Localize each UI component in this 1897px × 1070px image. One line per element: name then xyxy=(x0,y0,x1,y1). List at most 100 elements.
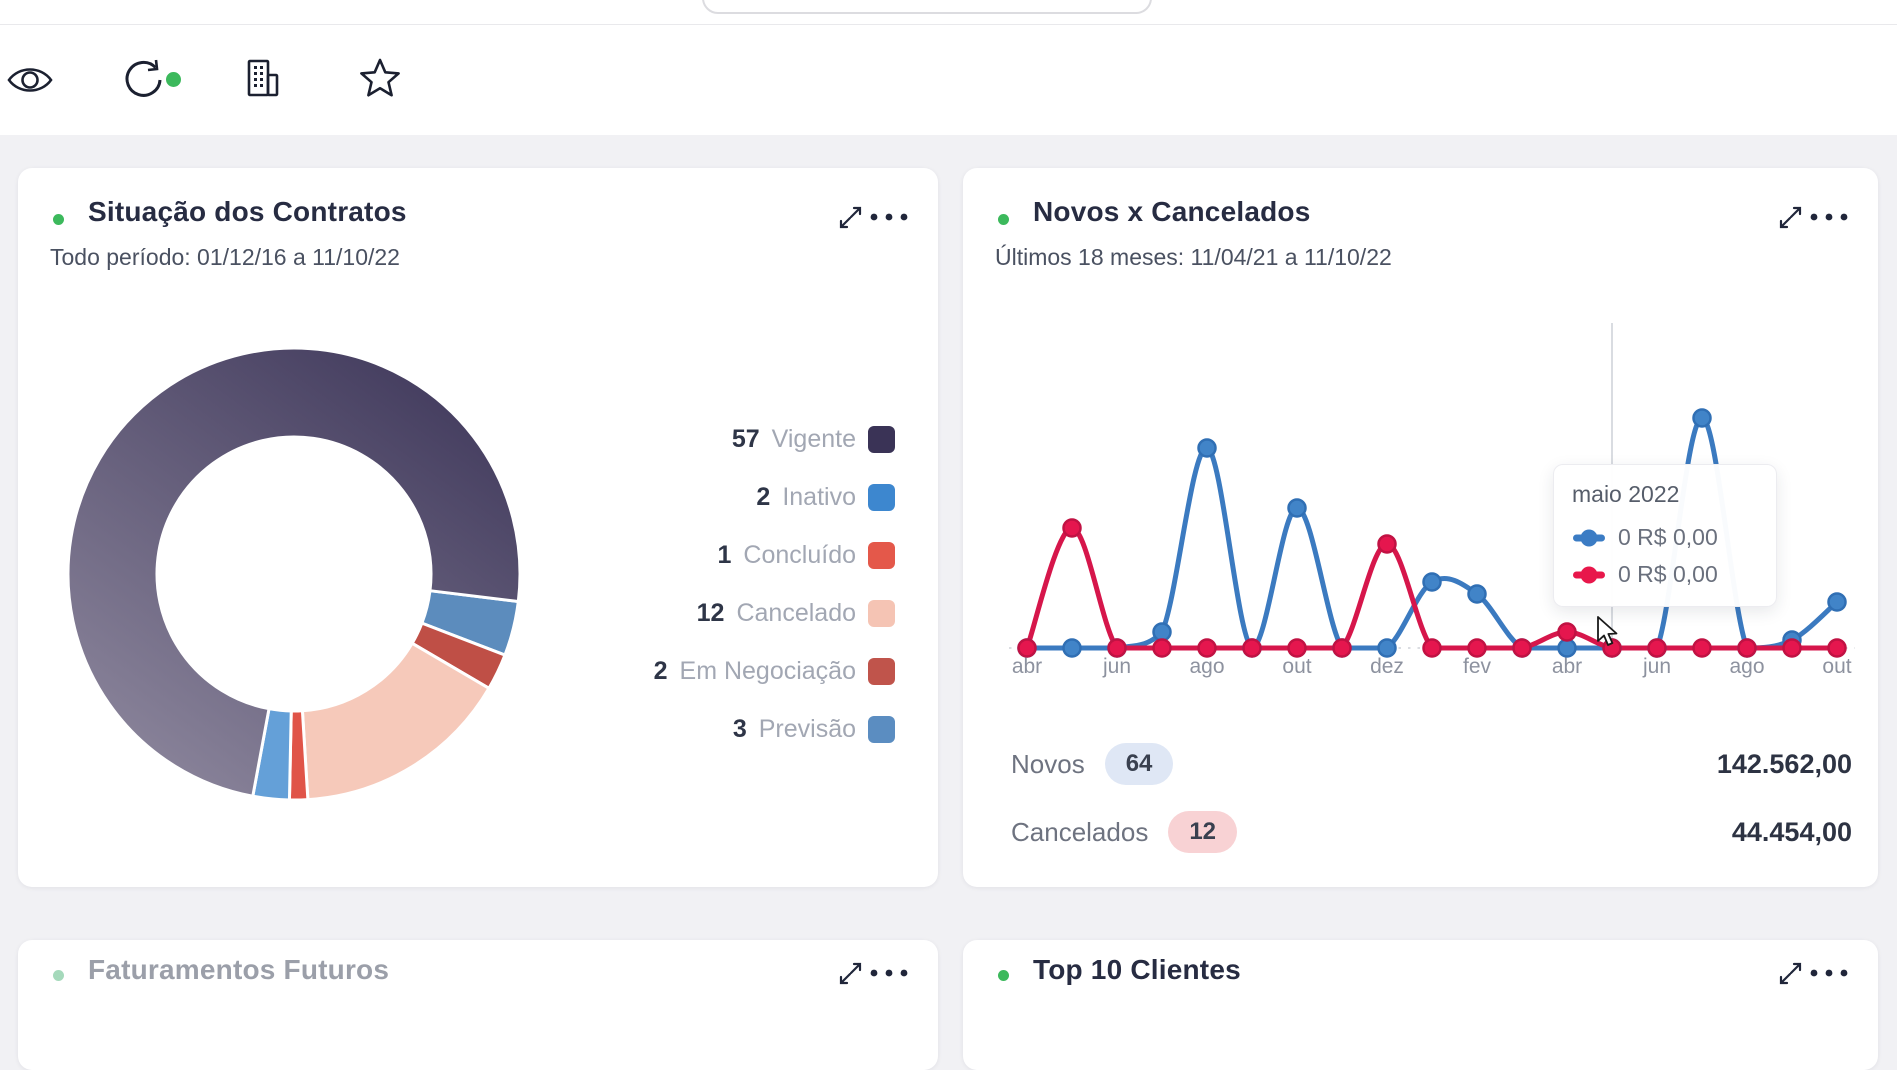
expand-icon[interactable] xyxy=(837,204,864,231)
tooltip-series-row: 0 R$ 0,00 xyxy=(1572,561,1758,588)
more-options-icon[interactable] xyxy=(868,966,912,980)
card-title: Situação dos Contratos xyxy=(88,196,407,227)
x-tick-label: jun xyxy=(1102,655,1132,678)
data-point-Novos-ago/21[interactable] xyxy=(1197,438,1217,458)
x-tick-label: ago xyxy=(1189,655,1225,678)
data-point-Novos-out/22[interactable] xyxy=(1827,592,1847,612)
data-point-Novos-out/21[interactable] xyxy=(1287,498,1307,518)
legend-item-Inativo[interactable]: 2 Inativo xyxy=(756,480,895,514)
toolbar-divider xyxy=(0,24,1897,25)
legend-swatch xyxy=(868,715,895,743)
company-building-icon[interactable] xyxy=(238,55,286,103)
donut-chart[interactable] xyxy=(68,348,520,800)
expand-icon[interactable] xyxy=(837,960,864,987)
data-point-Cancelados-dez/21[interactable] xyxy=(1377,534,1397,554)
x-tick-label: abr xyxy=(1551,655,1583,678)
tooltip-value: 0 R$ 0,00 xyxy=(1618,524,1718,550)
legend-label: Em Negociação xyxy=(679,656,856,685)
data-point-Cancelados-set/21[interactable] xyxy=(1242,638,1262,658)
data-point-Cancelados-jul/22[interactable] xyxy=(1692,638,1712,658)
expand-icon[interactable] xyxy=(1777,204,1804,231)
more-options-icon[interactable] xyxy=(1808,210,1852,224)
card-title: Top 10 Clientes xyxy=(1033,954,1241,985)
tooltip-series-row: 0 R$ 0,00 xyxy=(1572,524,1758,551)
tooltip-value: 0 R$ 0,00 xyxy=(1618,561,1718,587)
data-point-Cancelados-abr/21[interactable] xyxy=(1017,638,1037,658)
legend-value: 57 xyxy=(731,424,760,453)
legend-item-Concluído[interactable]: 1 Concluído xyxy=(718,538,895,572)
status-dot xyxy=(53,970,64,981)
card-novos-cancelados: Novos x Cancelados Últimos 18 meses: 11/… xyxy=(963,168,1878,887)
search-input[interactable] xyxy=(702,0,1152,14)
data-point-Cancelados-abr/22[interactable] xyxy=(1557,622,1577,642)
data-point-Novos-mai/21[interactable] xyxy=(1062,638,1082,658)
stat-label: Novos xyxy=(1011,748,1085,779)
legend-item-Em Negociação[interactable]: 2 Em Negociação xyxy=(654,654,895,688)
data-point-Cancelados-ago/21[interactable] xyxy=(1197,638,1217,658)
data-point-Cancelados-ago/22[interactable] xyxy=(1737,638,1757,658)
legend-value: 12 xyxy=(696,598,725,627)
data-point-Cancelados-fev/22[interactable] xyxy=(1467,638,1487,658)
data-point-Novos-abr/22[interactable] xyxy=(1557,638,1577,658)
data-point-Cancelados-mai/21[interactable] xyxy=(1062,518,1082,538)
mouse-cursor xyxy=(1597,616,1618,646)
data-point-Novos-jul/22[interactable] xyxy=(1692,408,1712,428)
card-title: Faturamentos Futuros xyxy=(88,954,390,985)
legend-label: Previsão xyxy=(758,714,856,743)
data-point-Novos-jul/21[interactable] xyxy=(1152,622,1172,642)
x-tick-label: out xyxy=(1282,655,1312,678)
card-situacao-contratos: Situação dos Contratos Todo período: 01/… xyxy=(18,168,938,887)
legend-label: Vigente xyxy=(771,424,856,453)
data-point-Cancelados-jun/21[interactable] xyxy=(1107,638,1127,658)
favorite-star-icon[interactable] xyxy=(356,55,404,103)
card-top-10-clientes: Top 10 Clientes xyxy=(963,940,1878,1070)
tooltip-title: maio 2022 xyxy=(1572,481,1680,507)
status-dot xyxy=(53,214,64,225)
legend-swatch xyxy=(868,599,895,627)
legend-swatch xyxy=(868,425,895,453)
stat-value: 142.562,00 xyxy=(1716,748,1852,779)
data-point-Novos-fev/22[interactable] xyxy=(1467,584,1487,604)
x-tick-label: out xyxy=(1822,655,1852,678)
card-period-subtitle: Últimos 18 meses: 11/04/21 a 11/10/22 xyxy=(995,244,1392,270)
legend-swatch xyxy=(868,541,895,569)
data-point-Cancelados-out/21[interactable] xyxy=(1287,638,1307,658)
data-point-Cancelados-jun/22[interactable] xyxy=(1647,638,1667,658)
legend-label: Cancelado xyxy=(736,598,856,627)
refresh-icon[interactable] xyxy=(120,55,168,103)
legend-value: 3 xyxy=(732,714,747,743)
legend-value: 1 xyxy=(717,540,732,569)
more-options-icon[interactable] xyxy=(868,210,912,224)
expand-icon[interactable] xyxy=(1777,960,1804,987)
card-faturamentos-futuros: Faturamentos Futuros xyxy=(18,940,938,1070)
legend-label: Concluído xyxy=(743,540,856,569)
data-point-Cancelados-set/22[interactable] xyxy=(1782,638,1802,658)
stat-badge: 64 xyxy=(1104,743,1174,785)
legend-label: Inativo xyxy=(782,482,856,511)
eye-icon[interactable] xyxy=(6,55,54,103)
data-point-Cancelados-jul/21[interactable] xyxy=(1152,638,1172,658)
more-options-icon[interactable] xyxy=(1808,966,1852,980)
card-period-subtitle: Todo período: 01/12/16 a 11/10/22 xyxy=(50,244,400,270)
stat-value: 44.454,00 xyxy=(1731,816,1852,847)
x-tick-label: abr xyxy=(1011,655,1043,678)
data-point-Novos-jan/22[interactable] xyxy=(1422,572,1442,592)
x-tick-label: fev xyxy=(1462,655,1491,678)
line-chart[interactable] xyxy=(963,318,1878,693)
donut-segment-Vigente[interactable] xyxy=(68,348,520,798)
legend-item-Vigente[interactable]: 57 Vigente xyxy=(732,422,895,456)
data-point-Novos-dez/21[interactable] xyxy=(1377,638,1397,658)
chart-tooltip: maio 2022 0 R$ 0,00 0 R$ 0,00 xyxy=(1553,464,1777,607)
stat-badge: 12 xyxy=(1168,811,1238,853)
stat-label: Cancelados xyxy=(1011,816,1149,847)
legend-item-Cancelado[interactable]: 12 Cancelado xyxy=(697,596,895,630)
data-point-Cancelados-mar/22[interactable] xyxy=(1512,638,1532,658)
data-point-Cancelados-nov/21[interactable] xyxy=(1332,638,1352,658)
data-point-Cancelados-jan/22[interactable] xyxy=(1422,638,1442,658)
x-tick-label: ago xyxy=(1729,655,1765,678)
legend-value: 2 xyxy=(756,482,771,511)
stat-row-novos: Novos 64 142.562,00 xyxy=(1011,738,1852,790)
legend-item-Previsão[interactable]: 3 Previsão xyxy=(733,712,895,746)
data-point-Cancelados-out/22[interactable] xyxy=(1827,638,1847,658)
card-title: Novos x Cancelados xyxy=(1033,196,1311,227)
